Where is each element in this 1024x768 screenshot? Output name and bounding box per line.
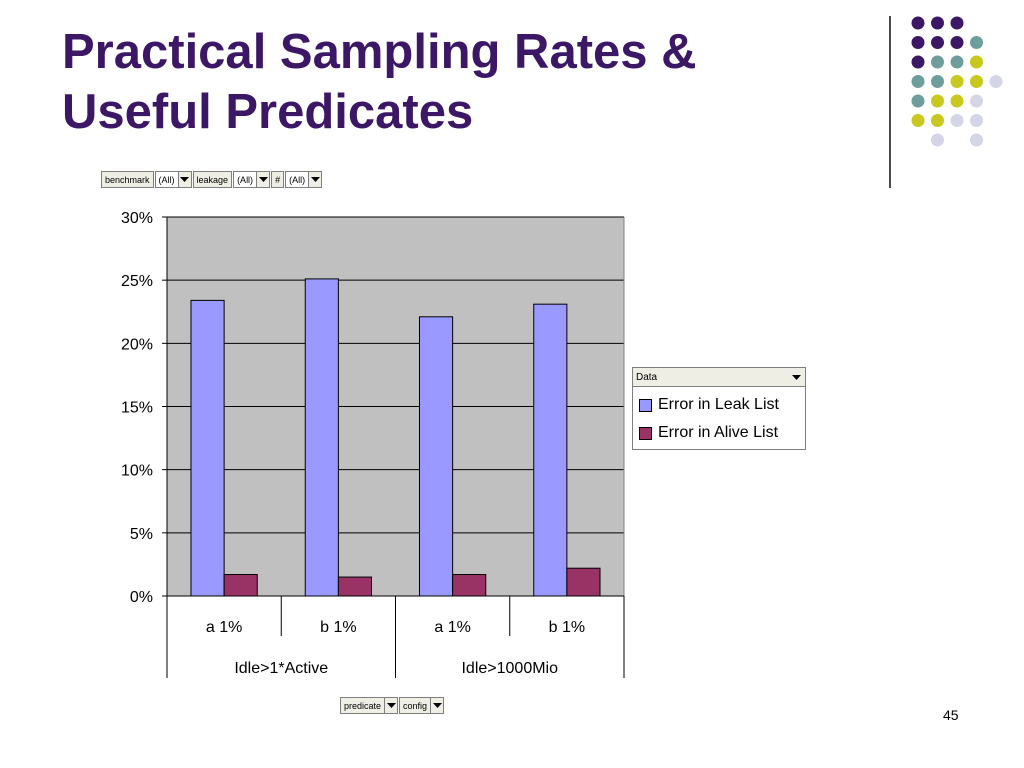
decorative-dot	[911, 16, 925, 30]
pivot-field-benchmark[interactable]: benchmark	[101, 171, 154, 188]
y-tick-label: 0%	[130, 589, 153, 606]
pivot-dropdown-count[interactable]	[308, 171, 323, 188]
pivot-value-leakage[interactable]: (All)	[233, 171, 258, 188]
slide-number: 45	[943, 707, 959, 723]
decorative-dot	[931, 16, 944, 30]
decorative-dot	[950, 55, 964, 69]
x-tick-label: b 1%	[320, 619, 356, 636]
decorative-dot	[931, 36, 944, 49]
decorative-dot	[970, 94, 983, 108]
decorative-dot	[950, 16, 964, 30]
dropdown-arrow-icon	[792, 374, 801, 380]
decorative-dot	[970, 133, 983, 147]
decorative-dot	[970, 36, 983, 49]
legend-item-leak: Error in Leak List	[639, 391, 801, 419]
decorative-dot	[911, 114, 925, 127]
dropdown-arrow-icon	[432, 703, 442, 708]
chart-legend: Data Error in Leak List Error in Alive L…	[632, 367, 806, 450]
decorative-dot	[931, 75, 944, 88]
y-tick-label: 5%	[130, 526, 153, 543]
decorative-dot	[931, 114, 944, 127]
decorative-dot	[911, 36, 925, 49]
pivot-value-benchmark[interactable]: (All)	[154, 171, 179, 188]
legend-item-alive: Error in Alive List	[639, 419, 801, 447]
dropdown-arrow-icon	[386, 703, 396, 708]
bar-error-alive-list	[223, 574, 258, 597]
pivot-dropdown-benchmark[interactable]	[177, 171, 192, 188]
x-group-label: Idle>1*Active	[234, 660, 328, 677]
slide-title-line-2: Useful Predicates	[62, 85, 474, 139]
legend-dropdown[interactable]	[790, 371, 803, 384]
decorative-dot	[931, 133, 944, 147]
decorative-dot-pattern	[911, 16, 1003, 147]
pivot-field-config[interactable]: config	[399, 697, 432, 714]
decorative-dot	[970, 55, 983, 69]
x-tick-label: a 1%	[434, 619, 470, 636]
decorative-dot	[931, 55, 944, 69]
pivot-field-predicate[interactable]: predicate	[340, 697, 386, 714]
decorative-dot	[931, 94, 944, 108]
pivot-axis-fields: predicate config	[340, 697, 445, 714]
legend-data-label: Data	[636, 371, 658, 383]
decorative-dot	[989, 75, 1003, 88]
x-tick-label: a 1%	[206, 619, 242, 636]
pivot-field-count[interactable]: #	[271, 171, 285, 188]
pivot-dropdown-leakage[interactable]	[256, 171, 271, 188]
decorative-dot	[911, 75, 925, 88]
bar-error-leak-list	[190, 299, 225, 597]
x-tick-label: b 1%	[549, 619, 585, 636]
pivot-field-leakage[interactable]: leakage	[192, 171, 233, 188]
decorative-dot	[950, 75, 964, 88]
decorative-dot	[950, 36, 964, 49]
dropdown-arrow-icon	[258, 177, 268, 182]
decorative-dot	[970, 114, 983, 127]
pivot-page-fields: benchmark (All) leakage (All) # (All)	[101, 171, 323, 188]
pivot-dropdown-predicate[interactable]	[384, 697, 399, 714]
y-tick-label: 15%	[121, 400, 153, 417]
dropdown-arrow-icon	[180, 177, 190, 182]
decorative-dot	[911, 94, 925, 108]
legend-entries: Error in Leak List Error in Alive List	[632, 387, 806, 450]
pivot-dropdown-config[interactable]	[430, 697, 445, 714]
bar-error-alive-list	[337, 576, 373, 597]
slide-title-line-1: Practical Sampling Rates &	[62, 25, 697, 79]
decorative-divider-line	[889, 16, 891, 188]
y-tick-label: 10%	[121, 463, 153, 480]
bar-error-leak-list	[418, 316, 454, 597]
bar-error-alive-list	[452, 574, 487, 597]
bar-error-leak-list	[304, 278, 339, 597]
bar-error-leak-list	[533, 303, 568, 597]
legend-label-alive: Error in Alive List	[658, 424, 779, 441]
legend-data-field[interactable]: Data	[632, 367, 806, 387]
legend-label-leak: Error in Leak List	[658, 396, 779, 413]
slide-title: Practical Sampling Rates & Useful Predic…	[62, 22, 697, 142]
decorative-dot	[950, 94, 964, 108]
y-tick-label: 20%	[121, 336, 153, 353]
legend-swatch-leak	[639, 398, 652, 412]
x-group-label: Idle>1000Mio	[461, 660, 558, 677]
y-tick-label: 25%	[121, 273, 153, 290]
decorative-dot	[911, 55, 925, 69]
legend-swatch-alive	[639, 426, 652, 440]
bar-error-alive-list	[566, 567, 601, 597]
dropdown-arrow-icon	[310, 177, 320, 182]
decorative-dot	[950, 114, 964, 127]
y-tick-label: 30%	[121, 210, 153, 227]
decorative-dot	[970, 75, 983, 88]
